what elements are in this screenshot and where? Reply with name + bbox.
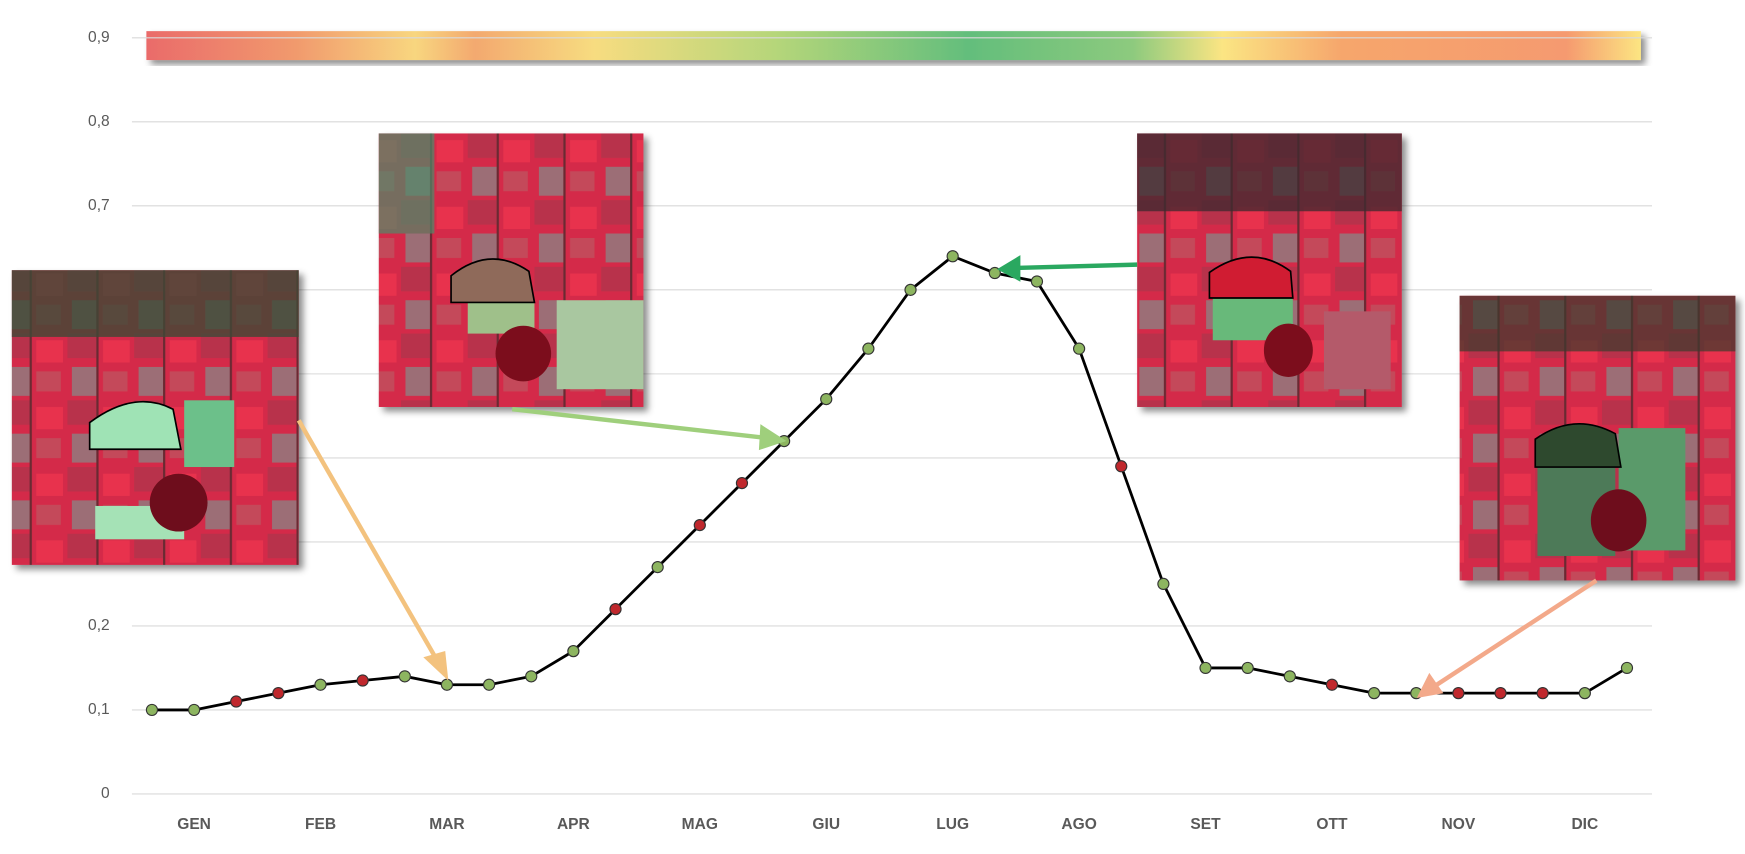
point (1157, 577, 1170, 591)
point (651, 560, 664, 574)
point (988, 266, 1001, 280)
point (272, 687, 285, 700)
point (1494, 687, 1507, 700)
point (230, 695, 243, 708)
point (1199, 661, 1212, 675)
x-tick-label: FEB (305, 816, 336, 833)
point (1030, 275, 1044, 288)
x-tick-label: MAR (429, 816, 464, 833)
x-tick-label: AGO (1061, 816, 1096, 833)
point (1283, 670, 1296, 683)
point (187, 703, 201, 717)
point (609, 603, 622, 616)
y-tick-label: 0,1 (88, 701, 110, 718)
color-scale-bar (146, 31, 1641, 61)
y-tick-label: 0,9 (88, 29, 110, 46)
x-tick-label: GIU (812, 816, 840, 833)
line (151, 254, 1628, 712)
point (1072, 342, 1086, 355)
x-tick-label: MAG (682, 816, 718, 833)
x-tick-label: APR (557, 816, 590, 833)
y-tick-label: 0,8 (88, 113, 110, 130)
point (1578, 687, 1591, 700)
arrows (296, 255, 1598, 698)
point (525, 670, 538, 683)
point (567, 645, 580, 658)
y-tick-label: 0,2 (88, 617, 110, 634)
point (1241, 661, 1254, 675)
point (1367, 687, 1381, 700)
x-tick-label: OTT (1316, 816, 1348, 833)
point (904, 283, 917, 296)
image-aug (1137, 133, 1402, 407)
point (1115, 460, 1128, 473)
point (482, 678, 496, 691)
x-tick-label: LUG (936, 816, 969, 833)
y-tick-label: 0,7 (88, 197, 110, 214)
point (1536, 687, 1549, 700)
x-tick-label: NOV (1442, 816, 1476, 833)
x-tick-label: DIC (1571, 816, 1598, 833)
x-tick-label: SET (1190, 816, 1221, 833)
image-jan (11, 270, 299, 565)
y-tick-label: 0 (101, 785, 110, 802)
point (735, 476, 749, 490)
point (356, 674, 369, 687)
x-tick-label: GEN (177, 816, 211, 833)
satellite-images (11, 133, 1736, 581)
point (314, 678, 327, 691)
point (820, 392, 833, 406)
point (1620, 661, 1634, 675)
point (1325, 678, 1339, 691)
image-apr (378, 133, 644, 407)
point (145, 703, 159, 717)
point (862, 342, 875, 355)
image-dec (1459, 295, 1736, 581)
point (1452, 687, 1465, 700)
point (946, 250, 959, 263)
point (398, 670, 411, 683)
plot-area: 00,10,20,30,40,50,60,70,80,9GENFEBMARAPR… (88, 29, 1652, 833)
point (693, 518, 706, 532)
point (440, 678, 454, 691)
